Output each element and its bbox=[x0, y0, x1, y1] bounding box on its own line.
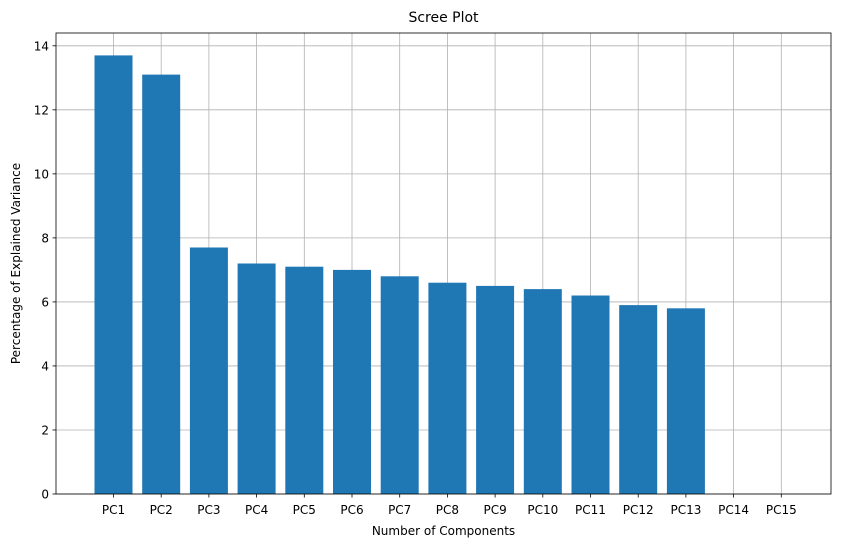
x-tick-label: PC15 bbox=[766, 503, 797, 517]
bar-pc13 bbox=[666, 308, 705, 494]
bar-pc6 bbox=[333, 269, 371, 494]
bar-pc12 bbox=[619, 305, 658, 494]
x-tick-label: PC6 bbox=[340, 503, 363, 517]
x-tick-label: PC5 bbox=[293, 503, 316, 517]
x-tick-label: PC7 bbox=[388, 503, 411, 517]
y-tick-label: 4 bbox=[41, 359, 49, 373]
bar-pc4 bbox=[237, 263, 276, 494]
x-tick-label: PC11 bbox=[575, 503, 606, 517]
y-tick-label: 2 bbox=[41, 423, 49, 437]
x-tick-label: PC13 bbox=[670, 503, 701, 517]
bar-pc2 bbox=[142, 74, 181, 495]
y-tick-label: 10 bbox=[34, 167, 49, 181]
x-tick-label: PC2 bbox=[150, 503, 173, 517]
y-tick-label: 14 bbox=[34, 39, 49, 53]
plot-frame bbox=[55, 32, 832, 495]
x-tick-label: PC8 bbox=[436, 503, 459, 517]
chart-title: Scree Plot bbox=[408, 10, 479, 26]
bars-group bbox=[94, 55, 705, 495]
x-tick-label: PC1 bbox=[102, 503, 125, 517]
bar-pc9 bbox=[476, 285, 515, 494]
x-tick-label: PC4 bbox=[245, 503, 268, 517]
y-tick-label: 0 bbox=[41, 488, 49, 502]
x-tick-label: PC14 bbox=[718, 503, 749, 517]
y-tick-label: 12 bbox=[34, 103, 49, 117]
bar-pc3 bbox=[189, 247, 228, 494]
x-axis-ticks: PC1 PC2 PC3 PC4 PC5 PC6 PC7 PC8 PC9 PC10 PC11 PC12 P… bbox=[102, 494, 797, 517]
bar-pc10 bbox=[523, 289, 562, 494]
bar-pc1 bbox=[94, 55, 133, 494]
x-tick-label: PC9 bbox=[483, 503, 506, 517]
x-tick-label: PC3 bbox=[197, 503, 220, 517]
bar-pc5 bbox=[285, 266, 324, 494]
x-tick-label: PC12 bbox=[623, 503, 654, 517]
bar-pc8 bbox=[428, 282, 467, 494]
bar-pc7 bbox=[380, 276, 419, 494]
y-axis-ticks: 0 2 4 6 8 10 12 14 bbox=[34, 39, 56, 502]
y-tick-label: 8 bbox=[41, 231, 49, 245]
x-axis-label: Number of Components bbox=[372, 524, 515, 538]
y-tick-label: 6 bbox=[41, 295, 49, 309]
bar-pc11 bbox=[571, 295, 610, 494]
y-axis-label: Percentage of Explained Variance bbox=[9, 163, 23, 364]
x-tick-label: PC10 bbox=[527, 503, 558, 517]
